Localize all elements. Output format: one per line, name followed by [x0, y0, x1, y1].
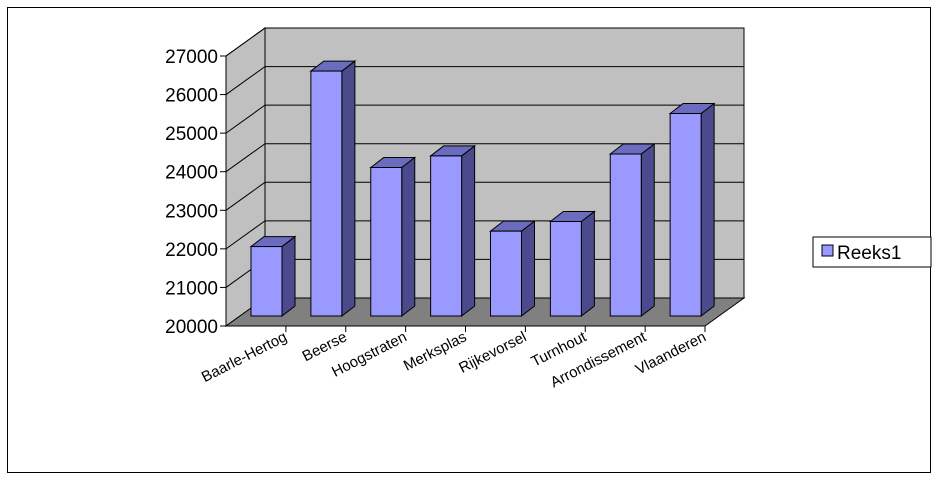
y-tick-label: 23000 [165, 201, 218, 222]
bars [249, 60, 716, 318]
bar-front [669, 113, 702, 317]
bar-front [549, 221, 582, 317]
legend-swatch [821, 244, 834, 257]
gridline [225, 66, 744, 95]
y-tick-label: 22000 [165, 240, 218, 261]
y-tick-label: 20000 [165, 317, 218, 338]
bar-Merksplas [429, 144, 477, 318]
legend-label: Reeks1 [837, 243, 901, 264]
bar-front [430, 155, 463, 317]
bar-front [310, 70, 343, 317]
x-axis-categories: Baarle-Hertog BeerseHoogstratenMerksplasR… [199, 325, 709, 391]
y-tick-label: 21000 [165, 278, 218, 299]
bar-Rijkevorsel [489, 220, 536, 318]
y-tick-label: 25000 [165, 124, 218, 145]
bar-side [700, 102, 715, 318]
y-axis-ticks: 20000 21000 22000 23000 24000 25000 26000 27000 [165, 47, 227, 338]
bar-side [640, 142, 655, 318]
chart-floor [224, 297, 746, 327]
bar-side [580, 210, 595, 318]
y-tick-label: 24000 [165, 163, 218, 184]
x-category-label: Rijkevorsel [456, 328, 529, 376]
bar-side [521, 220, 535, 318]
bar-Hoogstraten [369, 156, 417, 318]
bar-side [401, 156, 416, 318]
gridline [225, 181, 744, 211]
bar-Arrondissement [608, 142, 656, 318]
bar-front [490, 230, 522, 317]
bar-side [281, 235, 296, 318]
gridline [225, 143, 744, 173]
bar-Vlaanderen [668, 102, 716, 318]
y-tick-label: 26000 [165, 86, 218, 107]
gridline [225, 104, 744, 134]
bar-side [341, 60, 356, 318]
bar-Baarle-Hertog [249, 235, 297, 318]
bar-front [250, 246, 283, 317]
gridline [225, 27, 744, 57]
y-tick-label: 27000 [165, 47, 218, 68]
legend: Reeks1 [812, 236, 932, 268]
bar-Beerse [309, 60, 357, 318]
bar-front [370, 167, 403, 317]
bar-front [609, 153, 642, 317]
bar-side [461, 144, 476, 318]
bar-Turnhout [548, 210, 596, 318]
